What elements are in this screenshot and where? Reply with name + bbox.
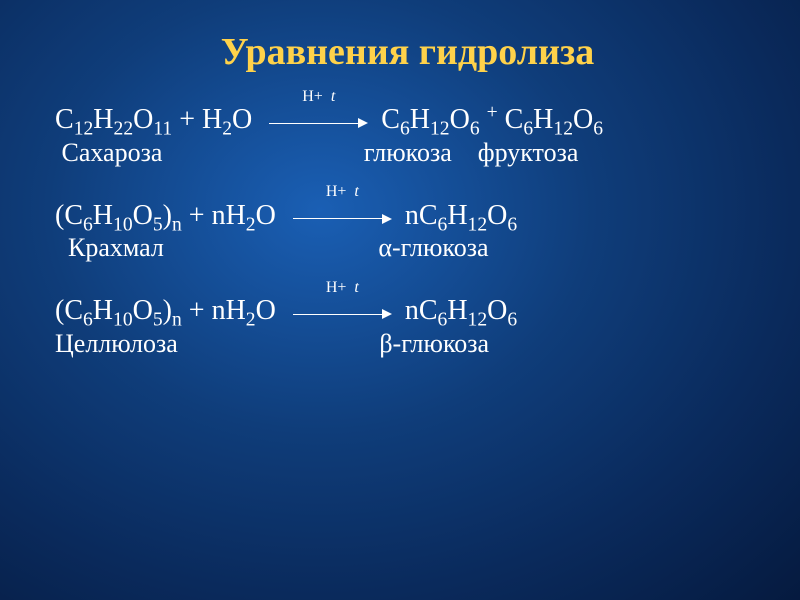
equation-2: (C6H10O5)n + nH2O H+ t nC6H12O6 <box>55 200 760 234</box>
arrow-t: t <box>354 183 358 200</box>
eq1-arrow: H+ t <box>269 106 368 138</box>
eq2-reagent: (C6H10O5)n + nH2O <box>55 200 276 231</box>
eq3-arrow-label: H+ t <box>293 279 392 297</box>
arrow-head-icon <box>358 118 368 128</box>
arrow-line-icon <box>269 123 359 124</box>
slide-container: Уравнения гидролиза C12H22O11 + H2O H+ t… <box>0 0 800 600</box>
arrow-cond: H+ <box>302 88 323 105</box>
eq2-product: nC6H12O6 <box>405 200 517 231</box>
equation-group-3: (C6H10O5)n + nH2O H+ t nC6H12O6 Целлюлоз… <box>55 295 760 359</box>
eq1-arrow-label: H+ t <box>269 88 368 106</box>
eq1-product: C6H12O6 + C6H12O6 <box>381 104 603 135</box>
arrow-t: t <box>331 88 335 105</box>
eq2-arrow: H+ t <box>293 201 392 233</box>
equation-group-1: C12H22O11 + H2O H+ t C6H12O6 + C6H12O6 С… <box>55 104 760 168</box>
equation-2-labels: Крахмал α-глюкоза <box>55 233 760 263</box>
arrow-line-icon <box>293 314 383 315</box>
arrow-cond: H+ <box>326 183 347 200</box>
slide-title: Уравнения гидролиза <box>55 30 760 74</box>
eq1-reagent: C12H22O11 + H2O <box>55 104 252 135</box>
equation-3: (C6H10O5)n + nH2O H+ t nC6H12O6 <box>55 295 760 329</box>
eq2-arrow-label: H+ t <box>293 183 392 201</box>
eq3-arrow: H+ t <box>293 297 392 329</box>
equation-1-labels: Сахароза глюкоза фруктоза <box>55 138 760 168</box>
arrow-t: t <box>354 279 358 296</box>
arrow-head-icon <box>382 309 392 319</box>
equation-group-2: (C6H10O5)n + nH2O H+ t nC6H12O6 Крахмал … <box>55 200 760 264</box>
arrow-line-icon <box>293 218 383 219</box>
eq3-reagent: (C6H10O5)n + nH2O <box>55 295 276 326</box>
arrow-head-icon <box>382 214 392 224</box>
arrow-cond: H+ <box>326 279 347 296</box>
equation-3-labels: Целлюлоза β-глюкоза <box>55 329 760 359</box>
equation-1: C12H22O11 + H2O H+ t C6H12O6 + C6H12O6 <box>55 104 760 138</box>
eq3-product: nC6H12O6 <box>405 295 517 326</box>
